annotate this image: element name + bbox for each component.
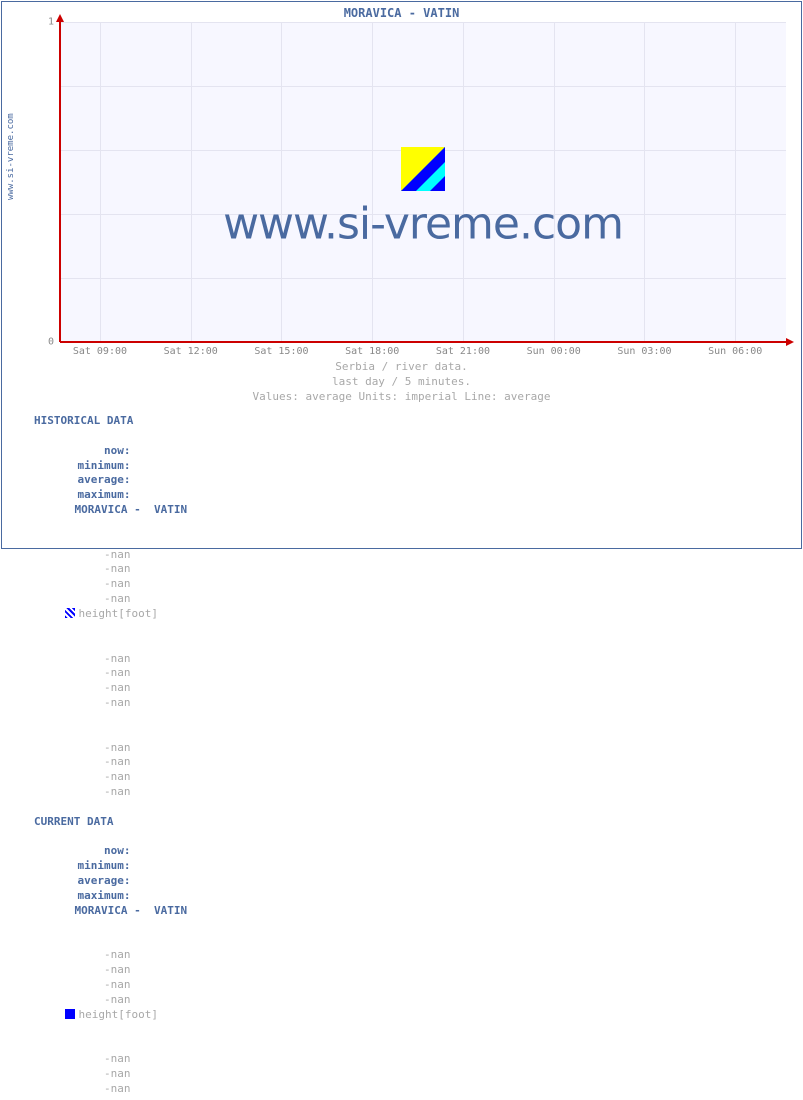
grid-line <box>644 22 645 342</box>
y-tick-label: 1 <box>48 17 54 28</box>
data-cell: -nan <box>61 978 131 993</box>
data-cell: -nan <box>61 696 131 711</box>
x-tick-label: Sat 09:00 <box>73 346 127 357</box>
meta-line: Values: average Units: imperial Line: av… <box>0 390 803 405</box>
col-head: maximum: <box>61 488 131 503</box>
x-tick-label: Sun 00:00 <box>527 346 581 357</box>
historical-heading: HISTORICAL DATA <box>34 414 187 429</box>
y-axis <box>59 22 61 342</box>
chart-plot-area: 0 1 Sat 09:00 Sat 12:00 Sat 15:00 Sat 18… <box>60 22 786 342</box>
data-cell: -nan <box>61 1052 131 1067</box>
x-tick-label: Sat 15:00 <box>254 346 308 357</box>
x-tick-label: Sat 12:00 <box>164 346 218 357</box>
data-cell: -nan <box>61 652 131 667</box>
grid-line <box>60 86 786 87</box>
data-cell: -nan <box>61 1067 131 1082</box>
data-cell: -nan <box>61 755 131 770</box>
side-url-label: www.si-vreme.com <box>6 113 16 200</box>
col-head: minimum: <box>61 459 131 474</box>
data-cell: -nan <box>61 666 131 681</box>
data-cell: -nan <box>61 770 131 785</box>
data-cell: -nan <box>61 681 131 696</box>
x-tick-label: Sun 06:00 <box>708 346 762 357</box>
data-cell: -nan <box>61 741 131 756</box>
chart-meta: Serbia / river data. last day / 5 minute… <box>0 360 803 405</box>
grid-line <box>281 22 282 342</box>
data-cell: -nan <box>61 963 131 978</box>
meta-line: Serbia / river data. <box>0 360 803 375</box>
col-head: now: <box>61 444 131 459</box>
grid-line <box>372 22 373 342</box>
watermark-text: www.si-vreme.com <box>223 198 623 249</box>
logo-icon <box>401 147 445 191</box>
grid-line <box>463 22 464 342</box>
series-label: MORAVICA - VATIN <box>61 503 188 518</box>
data-tables: HISTORICAL DATA now: minimum: average: m… <box>34 414 187 1100</box>
data-cell: -nan <box>61 592 131 607</box>
grid-line <box>60 278 786 279</box>
chart-title: MORAVICA - VATIN <box>0 6 803 20</box>
legend-swatch-icon <box>65 608 75 618</box>
y-tick-label: 0 <box>48 337 54 348</box>
data-cell: -nan <box>61 785 131 800</box>
current-heading: CURRENT DATA <box>34 815 187 830</box>
x-axis <box>60 341 786 343</box>
x-tick-label: Sat 21:00 <box>436 346 490 357</box>
col-head: maximum: <box>61 889 131 904</box>
grid-line <box>191 22 192 342</box>
row-label: height[foot] <box>79 607 158 620</box>
data-cell: -nan <box>61 993 131 1008</box>
legend-swatch-icon <box>65 1009 75 1019</box>
grid-line <box>100 22 101 342</box>
grid-line <box>735 22 736 342</box>
col-head: average: <box>61 874 131 889</box>
series-label: MORAVICA - VATIN <box>61 904 188 919</box>
data-cell: -nan <box>61 948 131 963</box>
col-head: minimum: <box>61 859 131 874</box>
data-cell: -nan <box>61 1082 131 1097</box>
grid-line <box>554 22 555 342</box>
x-tick-label: Sat 18:00 <box>345 346 399 357</box>
grid-line <box>60 22 786 23</box>
row-label: height[foot] <box>79 1008 158 1021</box>
col-head: average: <box>61 473 131 488</box>
data-cell: -nan <box>61 577 131 592</box>
col-head: now: <box>61 844 131 859</box>
x-tick-label: Sun 03:00 <box>617 346 671 357</box>
meta-line: last day / 5 minutes. <box>0 375 803 390</box>
data-cell: -nan <box>61 562 131 577</box>
data-cell: -nan <box>61 1097 131 1100</box>
